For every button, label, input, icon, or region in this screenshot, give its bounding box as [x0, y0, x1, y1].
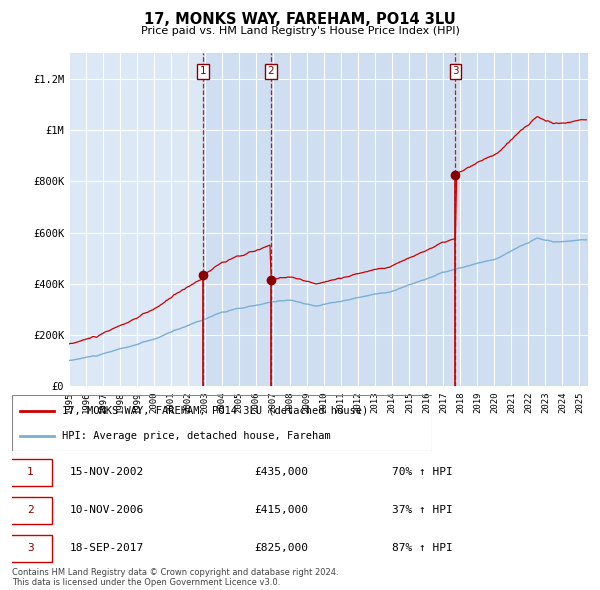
Text: Price paid vs. HM Land Registry's House Price Index (HPI): Price paid vs. HM Land Registry's House …: [140, 26, 460, 36]
FancyBboxPatch shape: [9, 459, 52, 486]
Text: 15-NOV-2002: 15-NOV-2002: [70, 467, 144, 477]
Text: This data is licensed under the Open Government Licence v3.0.: This data is licensed under the Open Gov…: [12, 578, 280, 587]
Bar: [203, 53, 271, 386]
FancyBboxPatch shape: [9, 497, 52, 524]
Text: 3: 3: [452, 67, 459, 77]
Text: 37% ↑ HPI: 37% ↑ HPI: [392, 506, 453, 515]
Text: 87% ↑ HPI: 87% ↑ HPI: [392, 543, 453, 553]
Text: 1: 1: [200, 67, 206, 77]
Text: 18-SEP-2017: 18-SEP-2017: [70, 543, 144, 553]
Text: 70% ↑ HPI: 70% ↑ HPI: [392, 467, 453, 477]
Bar: [271, 53, 588, 386]
Text: HPI: Average price, detached house, Fareham: HPI: Average price, detached house, Fare…: [62, 431, 331, 441]
FancyBboxPatch shape: [9, 535, 52, 562]
Text: £825,000: £825,000: [254, 543, 308, 553]
Text: 1: 1: [27, 467, 34, 477]
Text: Contains HM Land Registry data © Crown copyright and database right 2024.: Contains HM Land Registry data © Crown c…: [12, 568, 338, 577]
Text: 3: 3: [27, 543, 34, 553]
Text: £435,000: £435,000: [254, 467, 308, 477]
Text: 17, MONKS WAY, FAREHAM, PO14 3LU (detached house): 17, MONKS WAY, FAREHAM, PO14 3LU (detach…: [62, 406, 368, 416]
Text: 2: 2: [268, 67, 274, 77]
Text: £415,000: £415,000: [254, 506, 308, 515]
Text: 17, MONKS WAY, FAREHAM, PO14 3LU: 17, MONKS WAY, FAREHAM, PO14 3LU: [144, 12, 456, 27]
Text: 2: 2: [27, 506, 34, 515]
Text: 10-NOV-2006: 10-NOV-2006: [70, 506, 144, 515]
